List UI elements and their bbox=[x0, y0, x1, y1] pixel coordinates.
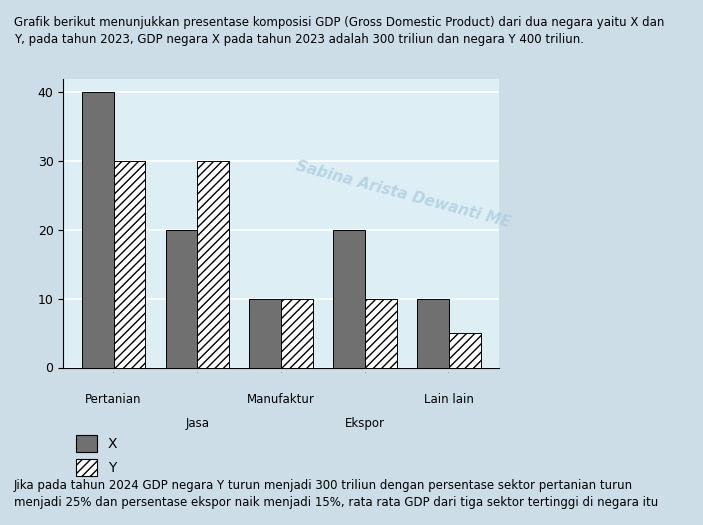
Bar bbox=[165, 230, 198, 368]
Bar bbox=[198, 161, 229, 368]
Text: Jika pada tahun 2024 GDP negara Y turun menjadi 300 triliun dengan persentase se: Jika pada tahun 2024 GDP negara Y turun … bbox=[14, 479, 658, 509]
Text: Lain lain: Lain lain bbox=[424, 394, 474, 406]
Bar bbox=[250, 299, 281, 368]
Bar bbox=[114, 161, 146, 368]
Bar bbox=[365, 299, 397, 368]
Bar bbox=[417, 299, 449, 368]
Text: Grafik berikut menunjukkan presentase komposisi GDP (Gross Domestic Product) dar: Grafik berikut menunjukkan presentase ko… bbox=[14, 16, 664, 46]
Bar bbox=[82, 92, 114, 368]
Legend: X, Y: X, Y bbox=[70, 430, 123, 482]
Bar bbox=[281, 299, 313, 368]
Bar bbox=[333, 230, 365, 368]
Text: Jasa: Jasa bbox=[186, 417, 209, 429]
Text: Sabina Arista Dewanti ME: Sabina Arista Dewanti ME bbox=[295, 159, 512, 230]
Text: Ekspor: Ekspor bbox=[345, 417, 385, 429]
Text: Pertanian: Pertanian bbox=[85, 394, 142, 406]
Text: Manufaktur: Manufaktur bbox=[247, 394, 315, 406]
Bar bbox=[449, 333, 481, 368]
